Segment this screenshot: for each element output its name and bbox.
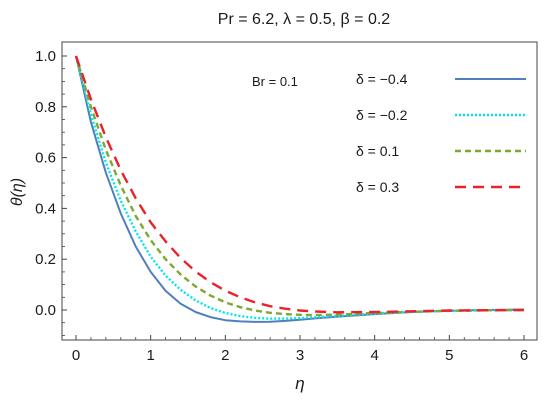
x-tick-label: 0 <box>72 347 80 364</box>
x-tick-label: 2 <box>221 347 229 364</box>
legend-label-2: δ = −0.2 <box>356 107 408 123</box>
y-axis-label: θ(η) <box>9 178 26 206</box>
annotation-br: Br = 0.1 <box>252 74 298 89</box>
y-tick-label: 0.6 <box>35 150 56 167</box>
legend-label-4: δ = 0.3 <box>356 179 399 195</box>
y-tick-label: 0.4 <box>35 200 56 217</box>
legend: δ = −0.4 δ = −0.2 δ = 0.1 δ = 0.3 <box>356 71 526 195</box>
x-tick-label: 1 <box>146 347 154 364</box>
series-line-1 <box>75 55 525 323</box>
y-tick-label: 0.8 <box>35 99 56 116</box>
x-tick-label: 4 <box>370 347 378 364</box>
chart-title: Pr = 6.2, λ = 0.5, β = 0.2 <box>218 11 391 28</box>
y-axis: 0.0 0.2 0.4 0.6 0.8 1.0 <box>35 48 67 336</box>
series-lines <box>74 55 525 323</box>
x-tick-label: 6 <box>520 347 528 364</box>
legend-label-3: δ = 0.1 <box>356 143 399 159</box>
plot-frame <box>61 41 538 341</box>
x-axis-label: η <box>295 374 304 393</box>
legend-label-1: δ = −0.4 <box>356 71 408 87</box>
x-axis: 0 1 2 3 4 5 6 <box>72 335 528 364</box>
y-tick-label: 0.2 <box>35 251 56 268</box>
y-tick-label: 0.0 <box>35 302 56 319</box>
series-line-3 <box>74 55 525 317</box>
x-tick-label: 5 <box>445 347 453 364</box>
series-line-4 <box>74 55 525 314</box>
y-tick-label: 1.0 <box>35 48 56 65</box>
x-tick-label: 3 <box>296 347 304 364</box>
